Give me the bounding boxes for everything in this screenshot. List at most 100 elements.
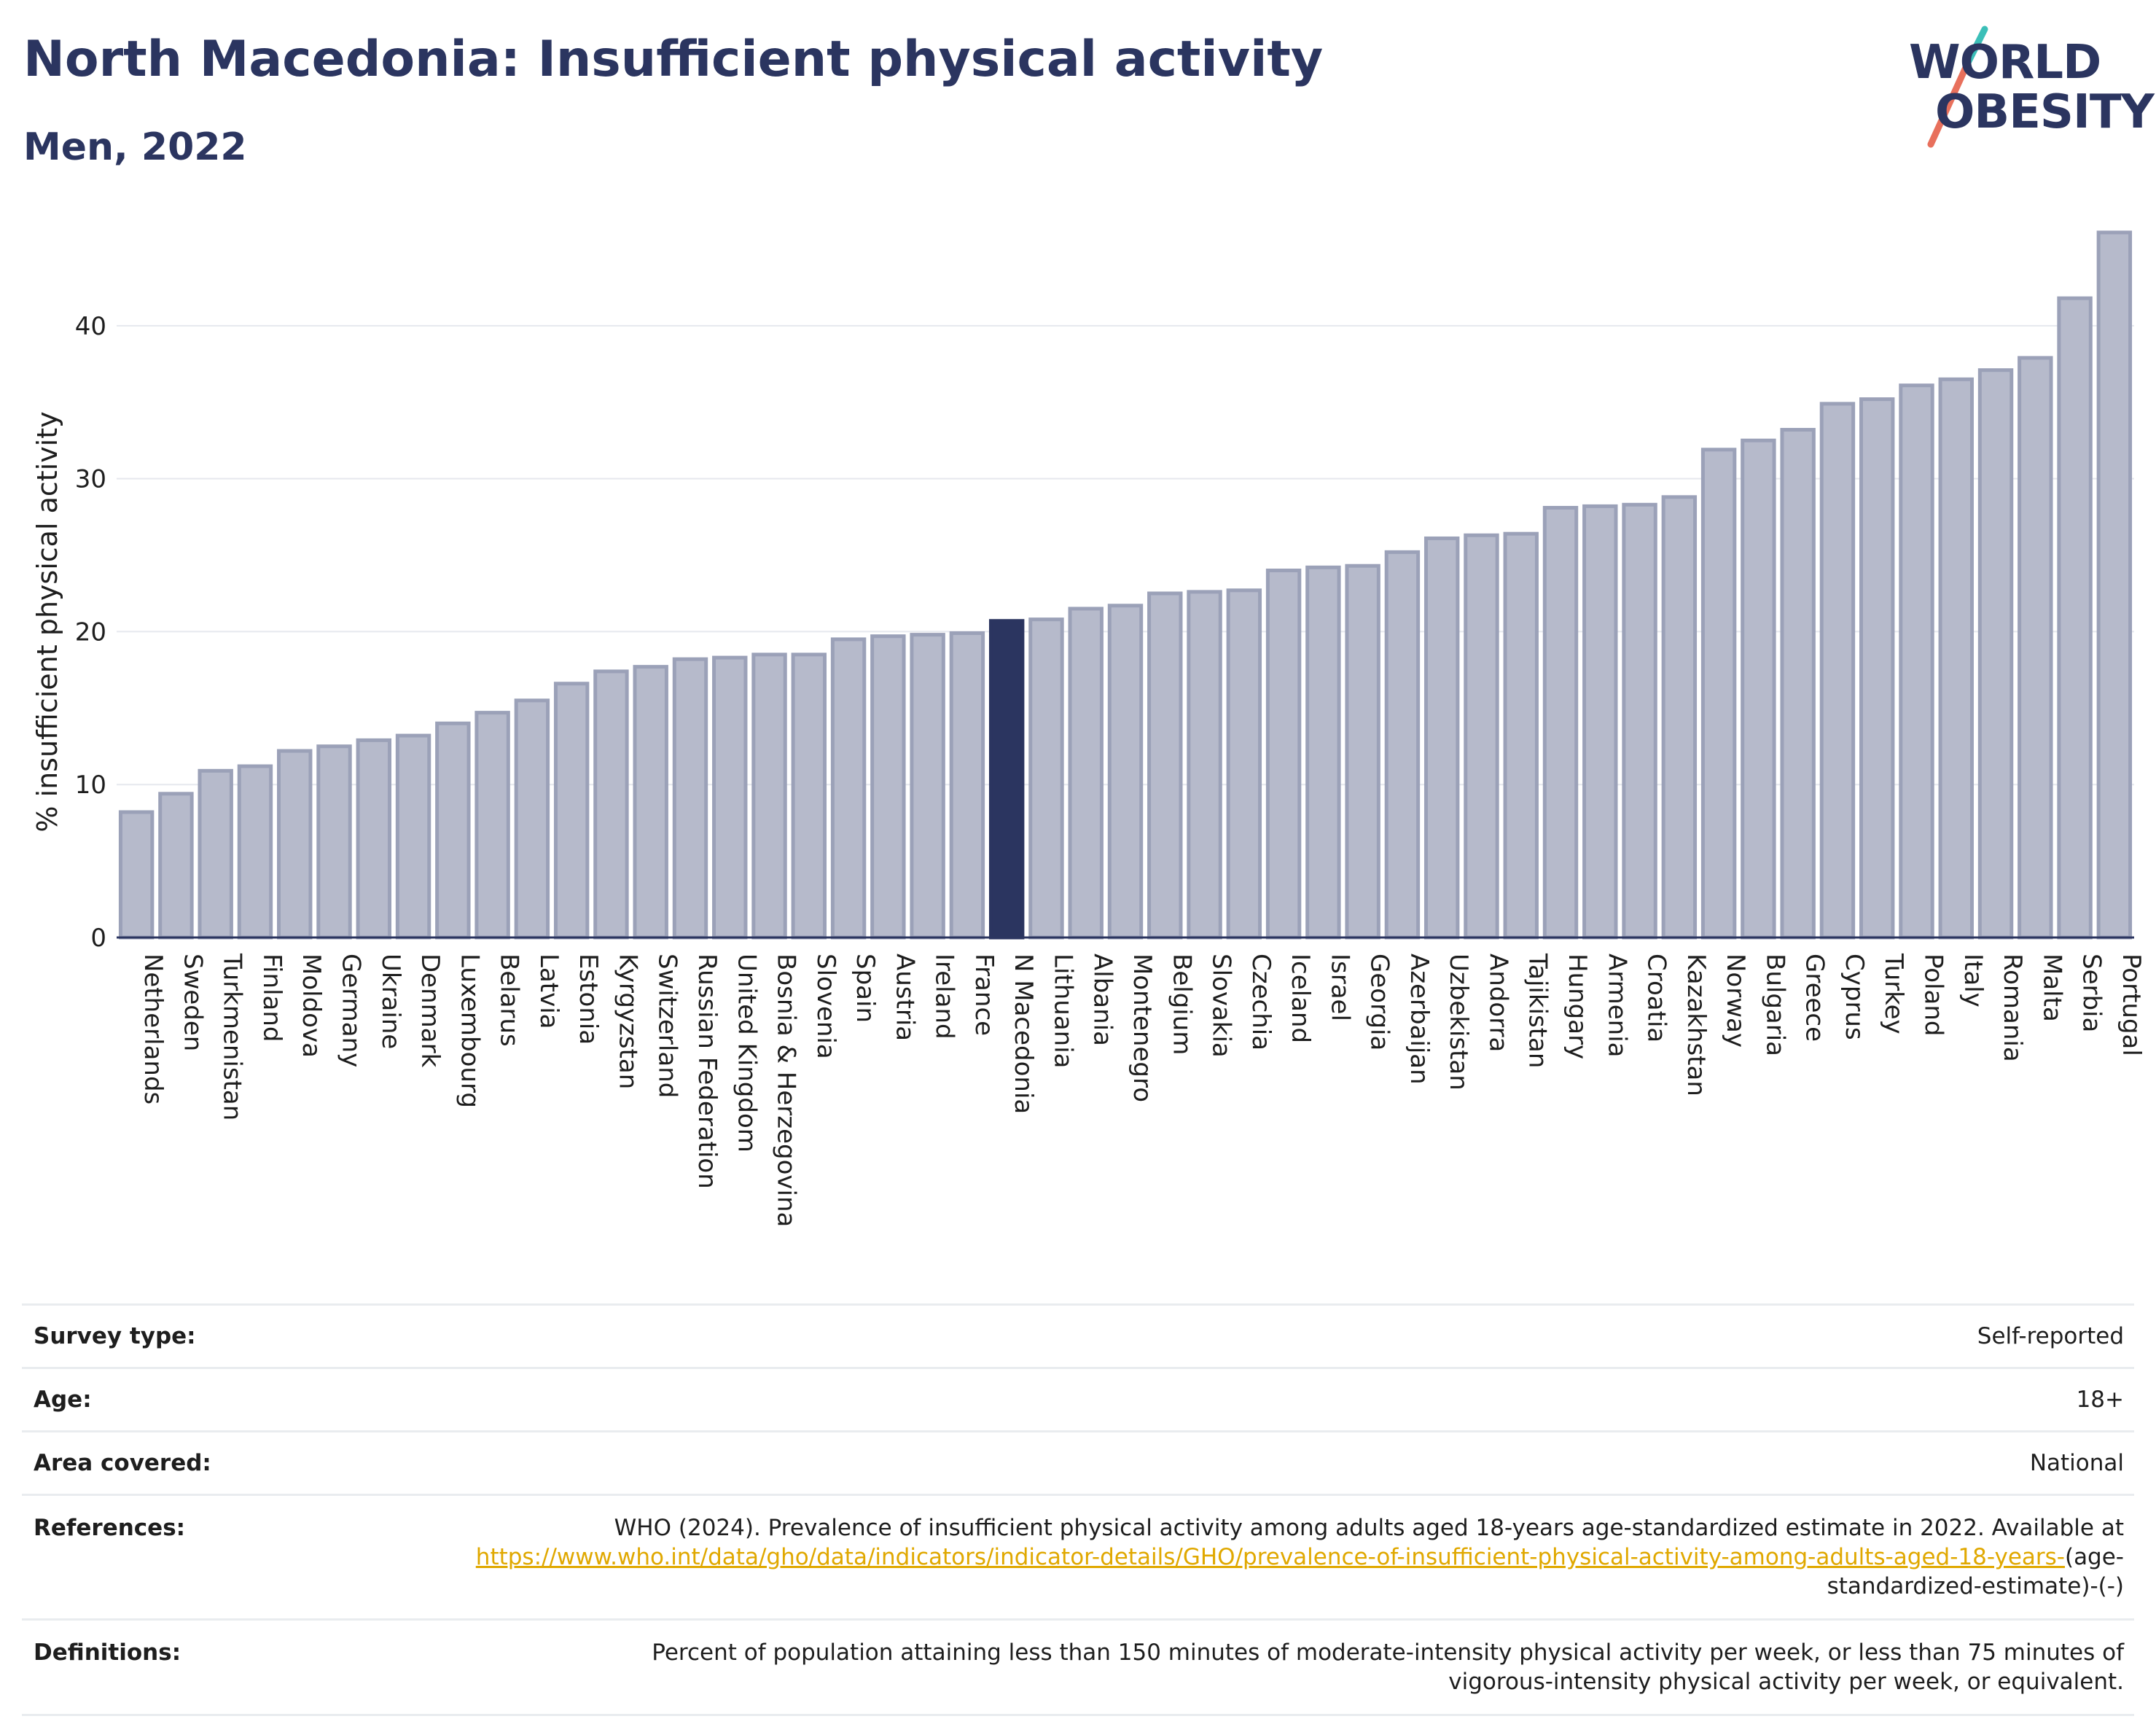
chart-bars [118, 230, 2133, 940]
bar-n-macedonia [988, 619, 1025, 940]
y-tick-label: 40 [75, 312, 106, 341]
bar-andorra [1464, 533, 1499, 940]
x-tick-label: Italy [1958, 954, 1988, 1007]
references-label: References: [34, 1515, 186, 1541]
bar-moldova [277, 749, 313, 940]
x-tick-label: Slovenia [811, 954, 840, 1059]
x-tick-label: Israel [1325, 954, 1354, 1021]
logo-slash-icon [1927, 26, 1988, 148]
bar-chart: 0 10 20 30 40 Netherlands Sweden Turkmenistan Fi… [31, 230, 2146, 1228]
x-tick-label: Montenegro [1128, 954, 1157, 1102]
bar-kyrgyzstan [593, 669, 629, 940]
x-tick-label: Georgia [1365, 954, 1394, 1050]
bar-denmark [395, 733, 431, 940]
bar-portugal [2096, 230, 2133, 940]
y-tick-label: 10 [75, 771, 106, 800]
bar-serbia [2057, 296, 2093, 940]
x-tick-label: Bulgaria [1760, 954, 1789, 1056]
bar-albania [1068, 607, 1104, 940]
x-tick-label: Norway [1721, 954, 1750, 1048]
bar-armenia [1582, 504, 1618, 940]
bar-belgium [1147, 591, 1183, 940]
bar-israel [1305, 565, 1341, 940]
bar-netherlands [118, 810, 155, 940]
bar-cyprus [1819, 402, 1856, 940]
x-tick-label: Finland [257, 954, 286, 1042]
bar-poland [1899, 383, 1934, 940]
world-obesity-logo: WORLD OBESITY [1899, 20, 2155, 152]
bar-lithuania [1028, 617, 1064, 940]
area-value: National [2029, 1450, 2124, 1476]
page-title: North Macedonia: Insufficient physical a… [23, 31, 1324, 88]
x-tick-label: Moldova [297, 954, 326, 1058]
y-tick-label: 0 [90, 924, 106, 953]
y-tick-label: 20 [75, 617, 106, 647]
y-axis-label: % insufficient physical activity [31, 411, 63, 832]
x-tick-label: Sweden [178, 954, 207, 1051]
x-tick-label: Iceland [1286, 954, 1315, 1043]
bar-malta [2018, 356, 2053, 940]
x-tick-label: Turkey [1879, 953, 1908, 1034]
bar-estonia [553, 682, 590, 940]
x-tick-label: Andorra [1483, 954, 1512, 1052]
references-tail: (age-standardized-estimate)-(-) [1827, 1544, 2124, 1599]
bar-georgia [1345, 564, 1380, 940]
definitions-label: Definitions: [34, 1640, 181, 1666]
x-tick-label: Estonia [574, 954, 603, 1045]
info-table: Survey type: Self-reported Age: 18+ Area… [22, 1303, 2134, 1716]
bar-finland [237, 764, 273, 940]
logo-word-obesity: OBESITY [1935, 85, 2155, 139]
page-subtitle: Men, 2022 [23, 125, 247, 169]
bar-russian-federation [672, 657, 708, 940]
x-tick-label: Lithuania [1048, 954, 1077, 1068]
x-tick-label: France [969, 954, 999, 1036]
x-tick-label: N Macedonia [1009, 954, 1038, 1114]
x-tick-label: Netherlands [138, 954, 168, 1104]
x-tick-label: Poland [1918, 954, 1948, 1037]
info-row-age: Age: 18+ [22, 1367, 2134, 1430]
bar-ireland [910, 633, 945, 940]
x-tick-label: Spain [851, 954, 880, 1023]
info-row-survey-type: Survey type: Self-reported [22, 1303, 2134, 1367]
bar-tajikistan [1503, 531, 1539, 940]
bar-germany [316, 744, 352, 940]
x-tick-label: Greece [1800, 954, 1829, 1042]
survey-type-value: Self-reported [1977, 1323, 2124, 1349]
x-tick-label: Azerbaijan [1405, 954, 1434, 1085]
x-tick-label: Croatia [1642, 954, 1671, 1042]
x-tick-label: Luxembourg [455, 954, 484, 1108]
area-label: Area covered: [34, 1450, 211, 1476]
info-row-area: Area covered: National [22, 1430, 2134, 1494]
bar-switzerland [633, 665, 668, 940]
y-tick-label: 30 [75, 465, 106, 494]
x-tick-label: Hungary [1563, 954, 1592, 1059]
references-link[interactable]: https://www.who.int/data/gho/data/indica… [475, 1544, 2065, 1570]
x-tick-label: Belgium [1167, 954, 1196, 1055]
bar-norway [1700, 448, 1737, 940]
x-tick-label: Czechia [1246, 954, 1276, 1050]
x-tick-label: Armenia [1602, 954, 1631, 1058]
definitions-value: Percent of population attaining less tha… [652, 1640, 2124, 1695]
x-tick-label: Cyprus [1840, 954, 1869, 1040]
bar-sweden [158, 792, 194, 940]
chart-labels: 0 10 20 30 40 Netherlands Sweden Turkmenistan Fi… [31, 312, 2146, 1228]
bar-turkey [1859, 397, 1895, 940]
info-row-definitions: Definitions: Percent of population attai… [22, 1618, 2134, 1716]
bar-bosnia-herzegovina [751, 652, 787, 940]
x-tick-label: Portugal [2117, 954, 2146, 1056]
references-value: WHO (2024). Prevalence of insufficient p… [411, 1513, 2124, 1601]
bar-united-kingdom [712, 655, 748, 940]
x-tick-label: Uzbekistan [1444, 954, 1473, 1091]
x-tick-label: Slovakia [1207, 954, 1236, 1058]
x-tick-label: Latvia [534, 954, 563, 1029]
bar-bulgaria [1741, 438, 1776, 940]
x-tick-label: Romania [1998, 954, 2027, 1062]
x-tick-label: Bosnia & Herzegovina [772, 954, 801, 1227]
age-value: 18+ [2076, 1387, 2124, 1413]
x-tick-label: Kazakhstan [1682, 954, 1711, 1096]
x-tick-label: Germany [337, 954, 366, 1067]
bar-latvia [514, 698, 550, 940]
bar-montenegro [1107, 604, 1144, 940]
bar-spain [830, 637, 867, 940]
x-tick-label: United Kingdom [732, 954, 761, 1153]
